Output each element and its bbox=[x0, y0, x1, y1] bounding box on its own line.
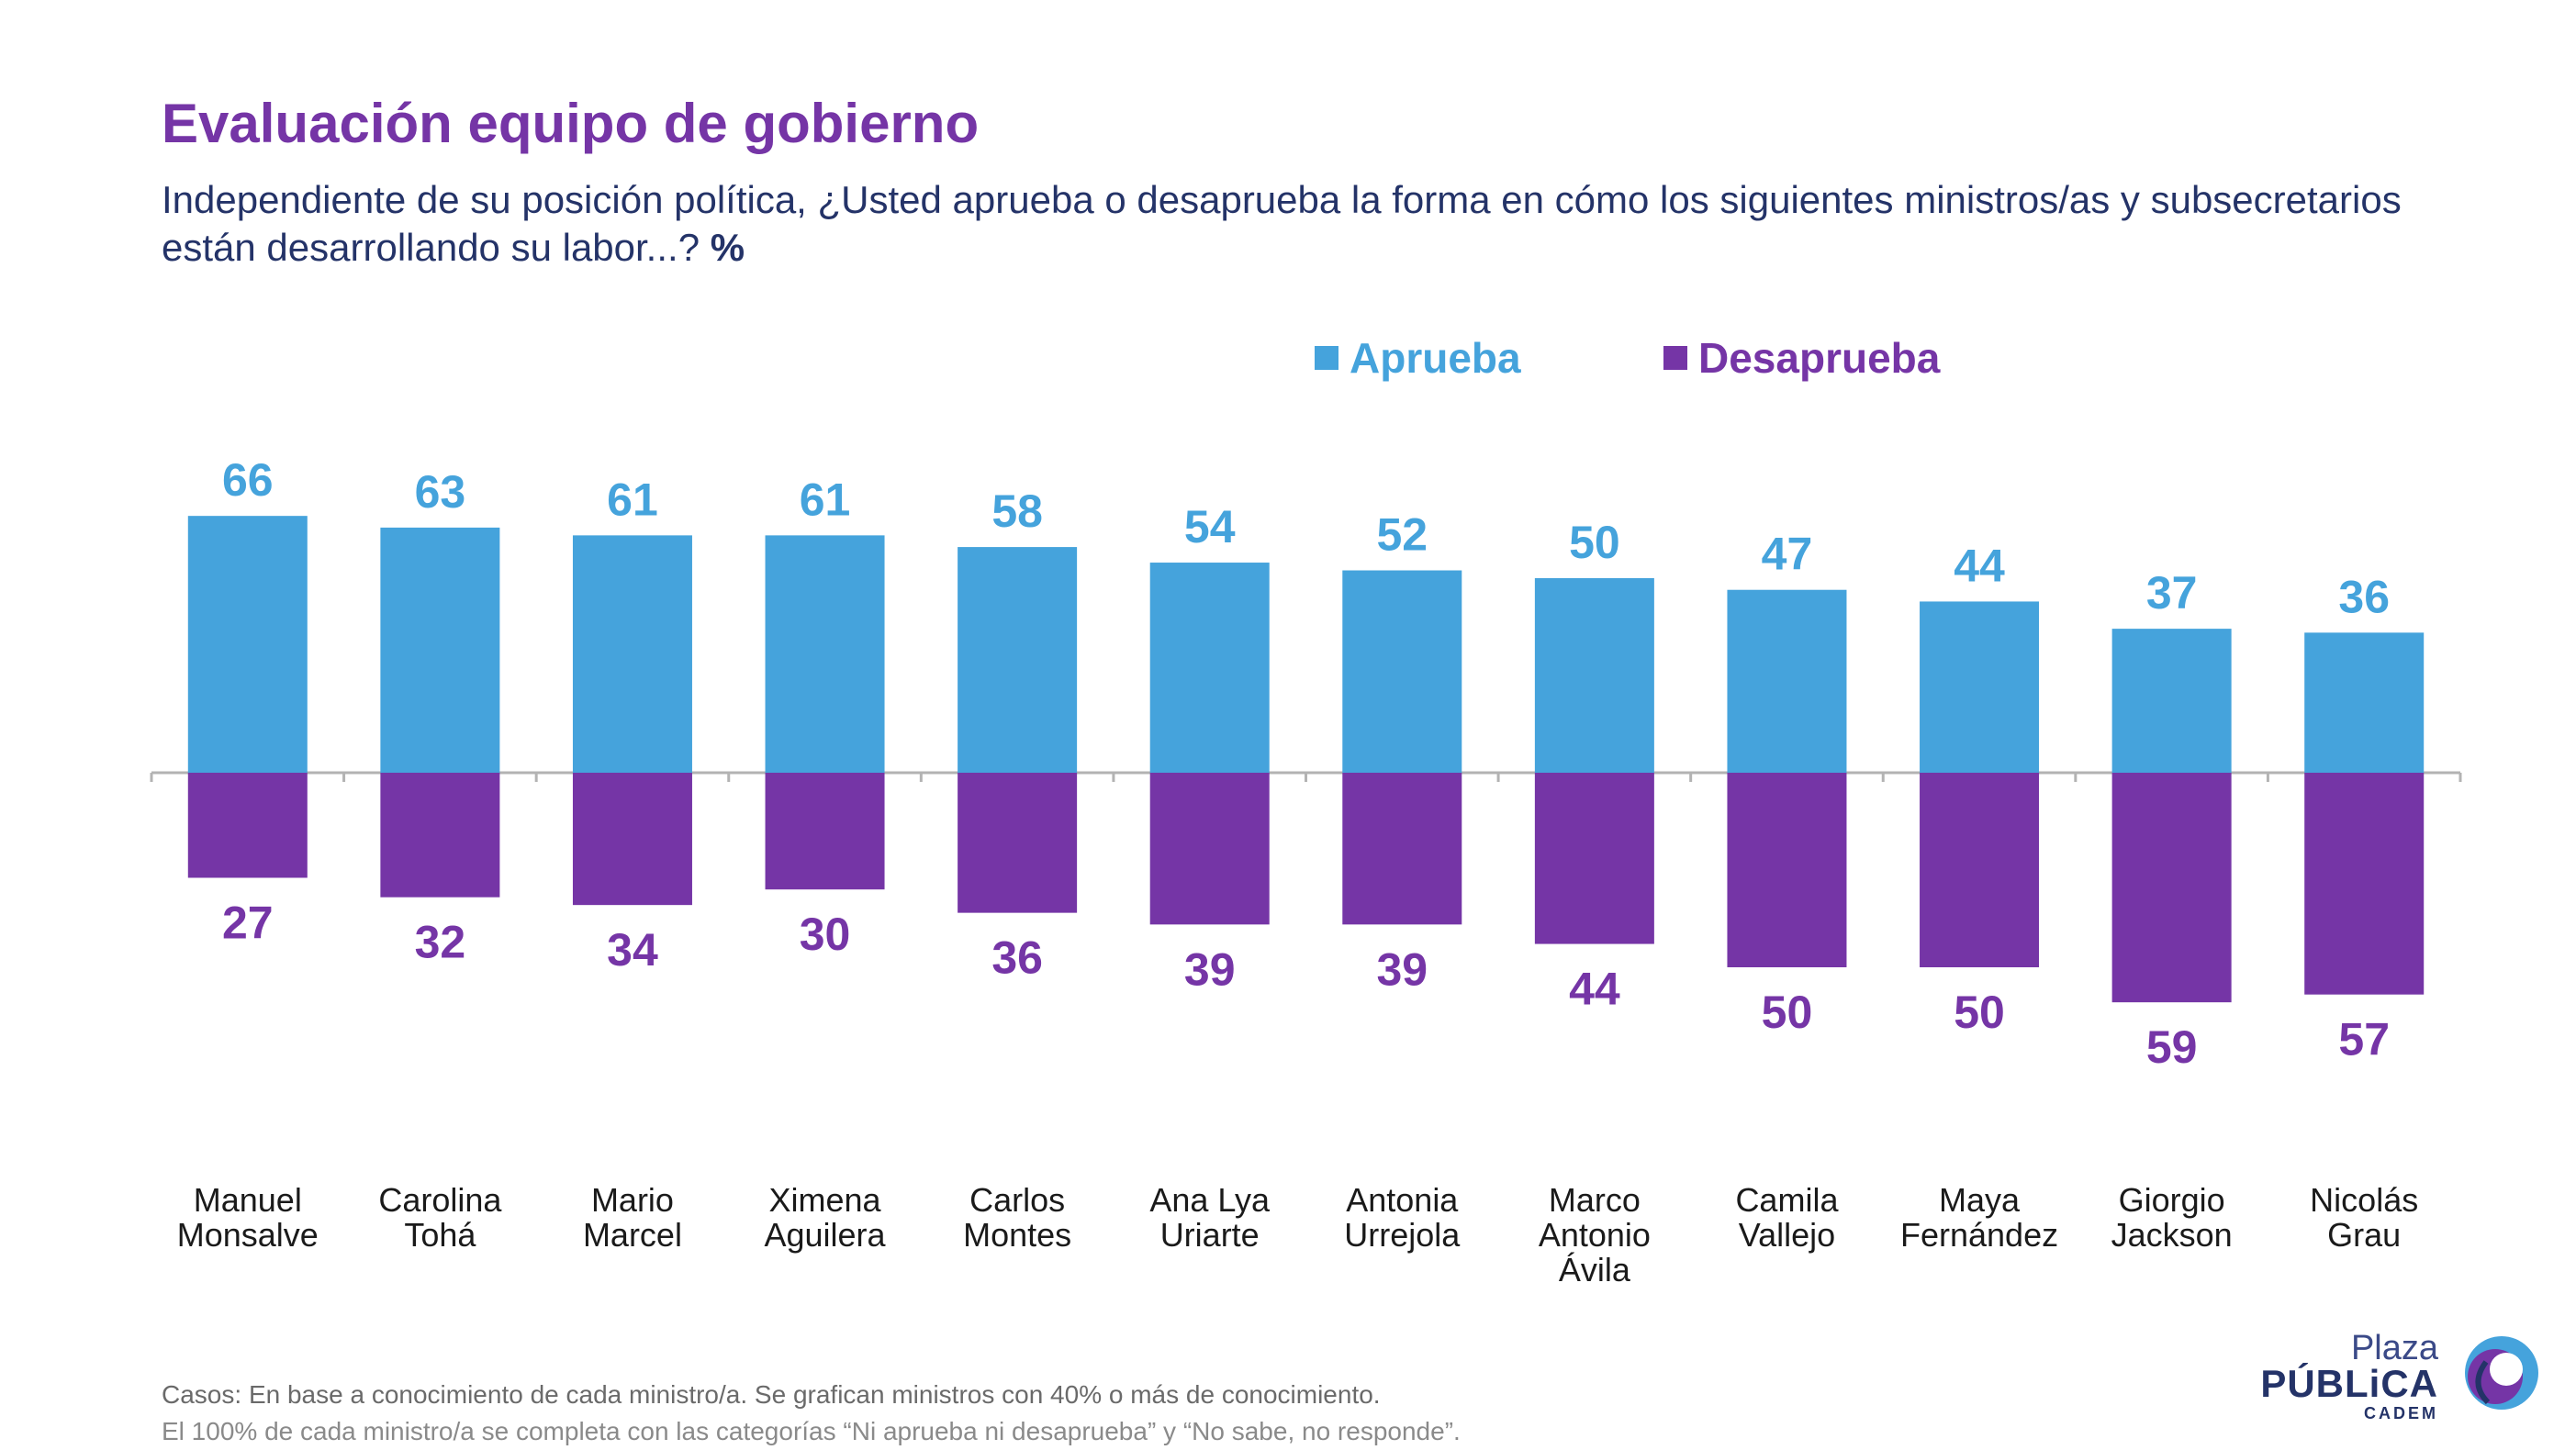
data-label-desaprueba: 59 bbox=[2146, 1021, 2198, 1073]
bar-desaprueba bbox=[1342, 773, 1462, 925]
category-label: Ávila bbox=[1559, 1251, 1631, 1288]
category-label: Grau bbox=[2327, 1216, 2401, 1254]
subtitle-unit: % bbox=[710, 226, 745, 269]
footer-cases-text: En base a conocimiento de cada ministro/… bbox=[248, 1380, 1381, 1409]
data-label-desaprueba: 50 bbox=[1762, 987, 1813, 1038]
category-label: Tohá bbox=[404, 1216, 476, 1254]
legend-swatch-desaprueba bbox=[1663, 346, 1687, 370]
bar-aprueba bbox=[187, 516, 308, 773]
bar-desaprueba bbox=[2111, 773, 2232, 1003]
footer-notes: Casos: En base a conocimiento de cada mi… bbox=[162, 1377, 1461, 1450]
logo-text-plaza: Plaza bbox=[2350, 1329, 2438, 1367]
logo-text-publica: PÚBLiCA bbox=[2260, 1362, 2438, 1405]
data-label-desaprueba: 32 bbox=[415, 917, 466, 968]
bar-desaprueba bbox=[2304, 773, 2425, 995]
bar-desaprueba bbox=[1149, 773, 1270, 925]
data-label-desaprueba: 39 bbox=[1184, 943, 1236, 995]
category-label: Mario bbox=[591, 1181, 674, 1219]
category-label: Fernández bbox=[1900, 1216, 2058, 1254]
bar-desaprueba bbox=[1727, 773, 1847, 967]
category-label: Antonio bbox=[1539, 1216, 1651, 1254]
data-label-aprueba: 36 bbox=[2338, 571, 2390, 622]
bar-desaprueba bbox=[187, 773, 308, 878]
category-label: Jackson bbox=[2111, 1216, 2233, 1254]
bar-aprueba bbox=[1920, 601, 2040, 773]
category-label: Ana Lya bbox=[1149, 1181, 1271, 1219]
data-label-desaprueba: 44 bbox=[1569, 964, 1620, 1015]
data-label-aprueba: 61 bbox=[800, 474, 851, 525]
footer-line-completion: El 100% de cada ministro/a se completa c… bbox=[162, 1417, 1461, 1445]
category-label: Aguilera bbox=[764, 1216, 886, 1254]
data-label-aprueba: 58 bbox=[991, 485, 1043, 537]
data-label-desaprueba: 57 bbox=[2338, 1014, 2390, 1065]
plaza-publica-cadem-logo: Plaza PÚBLiCA CADEM bbox=[2260, 1329, 2552, 1422]
category-label: Ximena bbox=[769, 1181, 882, 1219]
data-label-aprueba: 37 bbox=[2146, 567, 2198, 619]
bar-aprueba bbox=[1534, 578, 1654, 773]
category-label: Uriarte bbox=[1160, 1216, 1260, 1254]
category-label: Nicolás bbox=[2310, 1181, 2418, 1219]
data-label-desaprueba: 30 bbox=[800, 909, 851, 960]
legend-aprueba: Aprueba bbox=[1315, 330, 1521, 385]
bar-aprueba bbox=[1727, 589, 1847, 773]
category-label: Camila bbox=[1735, 1181, 1839, 1219]
legend-desaprueba: Desaprueba bbox=[1663, 330, 1940, 385]
data-label-aprueba: 44 bbox=[1954, 540, 2005, 591]
category-label: Giorgio bbox=[2119, 1181, 2225, 1219]
bar-aprueba bbox=[958, 547, 1078, 773]
category-label: Marcel bbox=[583, 1216, 682, 1254]
category-label: Vallejo bbox=[1739, 1216, 1835, 1254]
bar-desaprueba bbox=[380, 773, 500, 898]
footer-line-cases: Casos: En base a conocimiento de cada mi… bbox=[162, 1377, 1461, 1413]
data-label-aprueba: 54 bbox=[1184, 501, 1236, 552]
legend-swatch-aprueba bbox=[1315, 346, 1338, 370]
bar-aprueba bbox=[1342, 570, 1462, 773]
category-label: Montes bbox=[963, 1216, 1071, 1254]
bar-desaprueba bbox=[958, 773, 1078, 913]
category-label: Carlos bbox=[969, 1181, 1065, 1219]
data-label-aprueba: 61 bbox=[607, 474, 658, 525]
bar-aprueba bbox=[765, 535, 885, 773]
category-label: Urrejola bbox=[1344, 1216, 1461, 1254]
legend-label-aprueba: Aprueba bbox=[1350, 334, 1521, 382]
data-label-aprueba: 47 bbox=[1762, 529, 1813, 580]
bar-desaprueba bbox=[765, 773, 885, 890]
bar-aprueba bbox=[2304, 632, 2425, 773]
bar-desaprueba bbox=[1534, 773, 1654, 944]
logo-text-cadem: CADEM bbox=[2364, 1404, 2438, 1422]
data-label-desaprueba: 34 bbox=[607, 924, 658, 976]
category-label: Monsalve bbox=[177, 1216, 319, 1254]
category-label: Carolina bbox=[378, 1181, 502, 1219]
legend-label-desaprueba: Desaprueba bbox=[1698, 334, 1941, 382]
data-label-aprueba: 50 bbox=[1569, 517, 1620, 568]
data-label-desaprueba: 50 bbox=[1954, 987, 2005, 1038]
bar-desaprueba bbox=[1920, 773, 2040, 967]
footer-cases-label: Casos: bbox=[162, 1380, 242, 1409]
bar-desaprueba bbox=[572, 773, 692, 906]
data-label-desaprueba: 39 bbox=[1376, 943, 1428, 995]
data-label-aprueba: 63 bbox=[415, 466, 466, 518]
bar-aprueba bbox=[380, 527, 500, 773]
category-label: Manuel bbox=[194, 1181, 302, 1219]
bar-aprueba bbox=[572, 535, 692, 773]
bar-aprueba bbox=[1149, 563, 1270, 773]
data-label-aprueba: 66 bbox=[222, 454, 274, 506]
category-label: Marco bbox=[1549, 1181, 1641, 1219]
subtitle-question: Independiente de su posición política, ¿… bbox=[162, 178, 2402, 269]
category-label: Antonia bbox=[1346, 1181, 1459, 1219]
category-label: Maya bbox=[1939, 1181, 2021, 1219]
data-label-desaprueba: 36 bbox=[991, 932, 1043, 984]
logo-swirl-icon bbox=[2465, 1336, 2538, 1410]
data-label-aprueba: 52 bbox=[1376, 509, 1428, 561]
chart-subtitle: Independiente de su posición política, ¿… bbox=[162, 176, 2457, 272]
chart-title: Evaluación equipo de gobierno bbox=[162, 93, 980, 154]
data-label-desaprueba: 27 bbox=[222, 897, 274, 948]
bar-aprueba bbox=[2111, 629, 2232, 773]
